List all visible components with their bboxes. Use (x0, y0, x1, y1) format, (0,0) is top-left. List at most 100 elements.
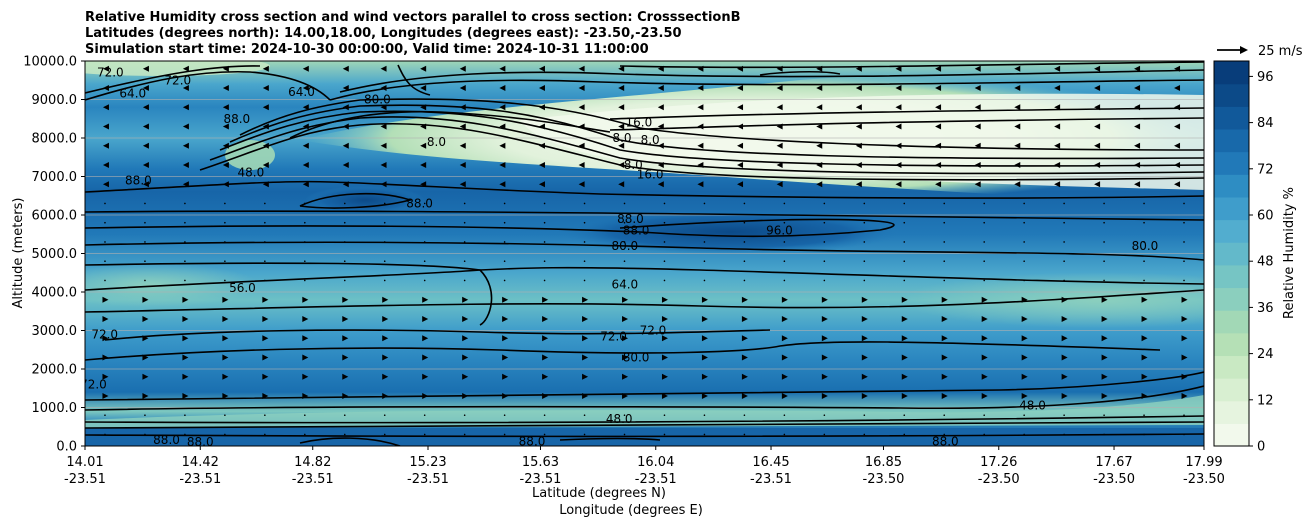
wind-vector-dot (983, 221, 985, 224)
wind-vector (302, 296, 309, 303)
wind-vector (974, 65, 981, 72)
wind-vector (941, 315, 948, 322)
wind-vector (382, 354, 389, 361)
contour-label: 16.0 (637, 168, 664, 182)
wind-vector (697, 181, 704, 188)
wind-vector (342, 84, 349, 91)
contour-line (199, 122, 1204, 181)
wind-vector (901, 392, 908, 399)
wind-vector (499, 65, 506, 72)
wind-vector (1174, 65, 1181, 72)
wind-vector (582, 373, 589, 380)
wind-vector (701, 315, 708, 322)
wind-vector (102, 296, 109, 303)
wind-vector (102, 84, 109, 91)
wind-vector (142, 65, 149, 72)
wind-vector (661, 335, 668, 342)
wind-vector (1141, 296, 1148, 303)
wind-vector (262, 65, 269, 72)
wind-vector-dot (1023, 241, 1025, 243)
wind-vector-dot (583, 221, 586, 224)
wind-vector-dot (743, 241, 746, 243)
wind-vector-dot (104, 433, 106, 436)
wind-vector-dot (1023, 221, 1025, 224)
wind-vector (302, 84, 309, 91)
wind-reference-arrowhead (1240, 46, 1248, 54)
wind-vector (661, 392, 668, 399)
contour-line (85, 65, 261, 94)
wind-vector-dot (1063, 433, 1065, 436)
contour-line (299, 193, 413, 209)
wind-vector (182, 354, 189, 361)
wind-vector (302, 181, 309, 188)
wind-vector (342, 142, 349, 149)
wind-vector-dot (943, 221, 946, 224)
moist-core-right (560, 210, 900, 254)
wind-vector-dot (264, 202, 266, 205)
wind-vector (459, 65, 466, 72)
contour-line (609, 107, 1204, 120)
wind-vector-dot (983, 279, 985, 282)
wind-vector (382, 296, 389, 303)
wind-vector (342, 161, 349, 168)
wind-vector (499, 161, 506, 168)
wind-vector (701, 392, 708, 399)
wind-vector (622, 354, 629, 361)
colorbar-tick-label: 48 (1257, 255, 1274, 270)
wind-vector (222, 315, 229, 322)
wind-vector-dot (304, 260, 306, 263)
wind-vector-dot (1063, 414, 1065, 417)
wind-vector (657, 161, 664, 168)
wind-vector (462, 315, 469, 322)
contour-label: 80.0 (611, 239, 638, 253)
wind-vector (1061, 296, 1068, 303)
wind-vector (935, 181, 942, 188)
wind-vector-dot (543, 414, 546, 417)
colorbar-frame (1213, 60, 1250, 447)
wind-vector (502, 392, 509, 399)
wind-vector (380, 142, 387, 149)
wind-vector (1101, 315, 1108, 322)
wind-vector (499, 123, 506, 130)
wind-vector (1054, 84, 1061, 91)
wind-vector (302, 354, 309, 361)
wind-vector-dot (1143, 279, 1145, 282)
wind-vector (895, 181, 902, 188)
wind-vector (182, 392, 189, 399)
wind-vector (618, 104, 625, 111)
wind-vector-dot (304, 279, 306, 282)
wind-vector-dot (783, 279, 786, 282)
wind-vector-dot (623, 221, 626, 224)
wind-vector (222, 181, 229, 188)
wind-vector (895, 142, 902, 149)
wind-vector (1101, 354, 1108, 361)
wind-vector (737, 161, 744, 168)
wind-vector (542, 373, 549, 380)
wind-vector (781, 373, 788, 380)
colorbar-segment (1214, 287, 1249, 311)
wind-vector-dot (423, 279, 426, 282)
wind-vector-dot (1143, 414, 1145, 417)
wind-vector (142, 373, 149, 380)
wind-vector-dot (543, 433, 546, 436)
contour-line (85, 266, 1204, 291)
contour-label: 72.0 (640, 324, 667, 338)
contour-label: 88.0 (617, 212, 644, 226)
wind-vector (741, 373, 748, 380)
wind-vector (781, 296, 788, 303)
wind-vector (935, 104, 942, 111)
wind-vector (222, 84, 229, 91)
wind-vector (342, 354, 349, 361)
wind-vector-dot (703, 260, 706, 263)
wind-vector-dot (1183, 414, 1185, 417)
x-axis: 14.01 -23.51 14.42 -23.51 14.82 -23.51 15.23 -2… (64, 446, 1225, 487)
wind-vector (102, 65, 109, 72)
wind-vector-dot (783, 241, 786, 243)
wind-vector-dot (903, 241, 906, 243)
contour-line (85, 341, 1161, 361)
x-tick-label-lat: 16.85 (865, 455, 902, 470)
wind-vector (821, 296, 828, 303)
wind-vector-dot (623, 414, 626, 417)
wind-vector (302, 335, 309, 342)
colorbar-segment (1214, 264, 1249, 289)
